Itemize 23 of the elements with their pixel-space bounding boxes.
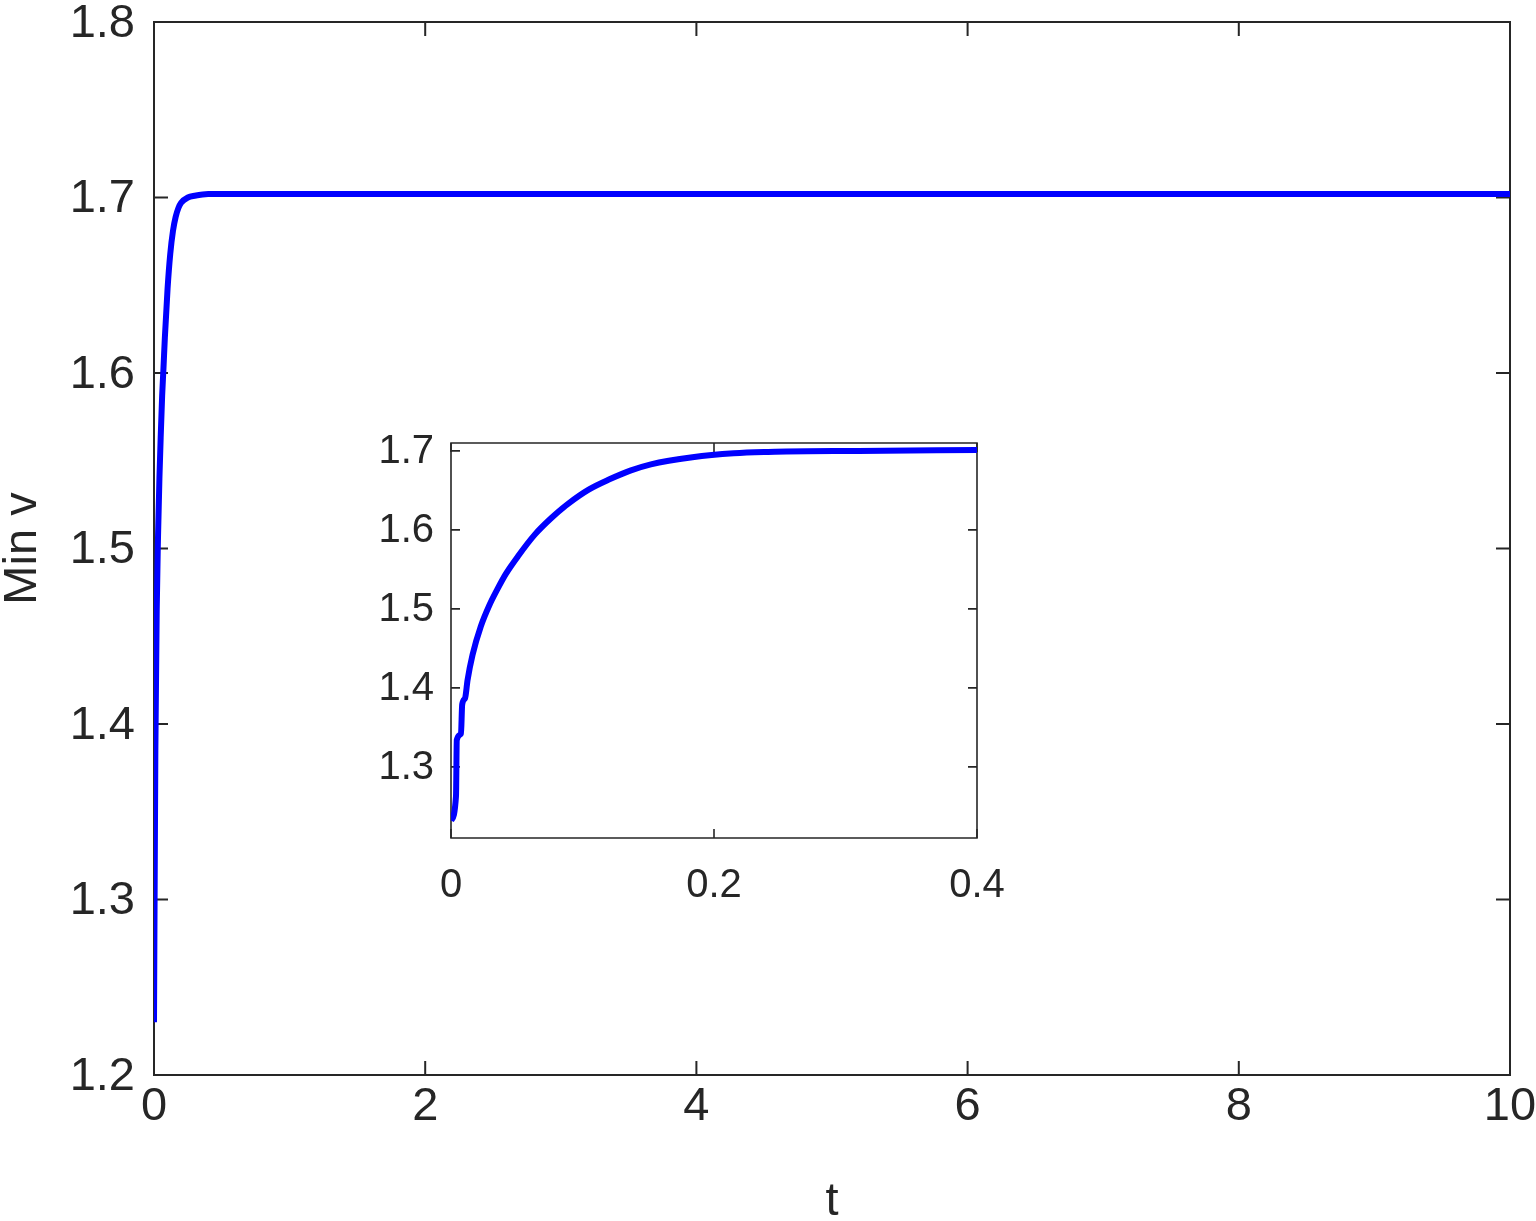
x-tick-label: 0 — [439, 861, 463, 906]
y-tick-label: 1.6 — [69, 344, 135, 398]
x-tick-label: 10 — [1483, 1077, 1536, 1131]
y-tick-label: 1.3 — [69, 871, 135, 925]
x-tick-label: 4 — [683, 1077, 710, 1131]
x-tick-label: 6 — [954, 1077, 981, 1131]
y-axis-title: Min v — [0, 491, 47, 605]
y-tick-label: 1.2 — [69, 1046, 135, 1100]
y-tick-label: 1.4 — [69, 695, 135, 749]
y-tick-label: 1.6 — [378, 505, 434, 550]
x-axis-title: t — [825, 1172, 839, 1221]
y-tick-label: 1.7 — [378, 426, 434, 471]
y-tick-label: 1.4 — [378, 663, 434, 708]
x-tick-label: 8 — [1225, 1077, 1252, 1131]
y-tick-label: 1.3 — [378, 742, 434, 787]
y-tick-label: 1.5 — [69, 520, 135, 574]
y-tick-label: 1.8 — [69, 0, 135, 47]
y-tick-label: 1.5 — [378, 584, 434, 629]
x-tick-label: 2 — [412, 1077, 439, 1131]
x-tick-label: 0.2 — [686, 861, 742, 906]
x-tick-label: 0.4 — [949, 861, 1005, 906]
x-tick-label: 0 — [140, 1077, 168, 1131]
y-tick-label: 1.7 — [69, 169, 135, 223]
